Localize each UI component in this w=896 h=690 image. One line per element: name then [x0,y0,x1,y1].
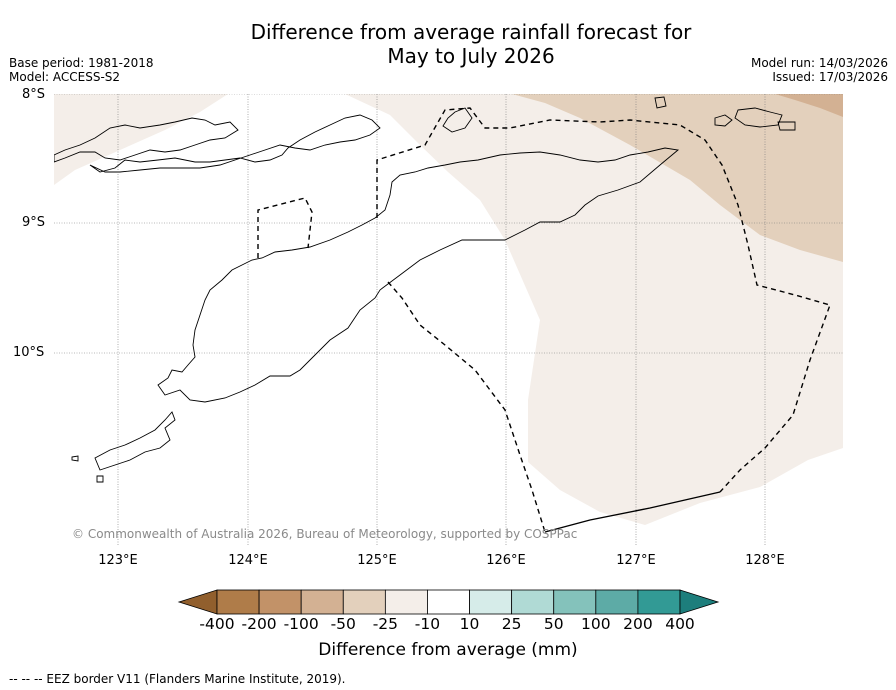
colorbar-title: Difference from average (mm) [318,640,578,660]
colorbar-tick-label: -50 [330,615,356,633]
timor-coastline [157,147,680,403]
meta-left: Base period: 1981-2018 Model: ACCESS-S2 [9,56,154,84]
savu-rote-coastline [94,411,176,471]
small-island-5 [96,475,104,483]
copyright-notice: © Commonwealth of Australia 2026, Bureau… [72,527,578,541]
base-period: Base period: 1981-2018 [9,56,154,70]
eez-border-south [387,281,546,533]
anomaly-region-medium [512,94,843,262]
colorbar-tick-label: 50 [543,615,564,633]
chart-title: Difference from average rainfall forecas… [0,20,896,68]
colorbar-tick-label: 400 [665,615,695,633]
eez-border-timor-leste [376,107,831,493]
wetar-island-coastline [734,107,783,128]
flores-east-coastline [89,114,381,173]
footnote-eez: -- -- -- EEZ border V11 (Flanders Marine… [9,672,346,686]
small-island-2 [714,114,733,127]
anomaly-region-light-nw [54,94,228,185]
anomaly-region-darker [775,94,843,117]
model-name: Model: ACCESS-S2 [9,70,121,84]
issued-date: Issued: 17/03/2026 [772,70,888,84]
title-line-2: May to July 2026 [387,44,555,68]
colorbar-tick-label: -10 [414,615,441,633]
lon-label-128e: 128°E [745,553,785,568]
lon-label-124e: 124°E [228,553,268,568]
lat-label-10s: 10°S [13,345,45,360]
small-island-3 [777,121,796,131]
lon-label-125e: 125°E [357,553,397,568]
meta-right: Model run: 14/03/2026 Issued: 17/03/2026 [751,56,888,84]
title-line-1: Difference from average rainfall forecas… [250,20,692,44]
lon-label-123e: 123°E [98,553,138,568]
lon-label-126e: 126°E [486,553,526,568]
small-island-1 [654,96,667,109]
colorbar-tick-label: -400 [199,615,235,633]
lon-label-127e: 127°E [616,553,656,568]
flores-coastline [54,117,239,163]
eez-borders [257,107,831,533]
colorbar-tick-label: -200 [241,615,277,633]
colorbar-tick-label: 100 [581,615,611,633]
lat-label-8s: 8°S [22,87,46,102]
small-island-4 [71,455,79,462]
lat-label-9s: 9°S [22,215,46,230]
eez-border-oecusse [257,197,313,258]
alor-island-coastline [442,107,473,133]
colorbar-tick-label: 200 [623,615,653,633]
colorbar-tick-label: -25 [372,615,399,633]
eez-border-solid [544,491,721,533]
colorbar-tick-label: 25 [501,615,522,633]
model-run: Model run: 14/03/2026 [750,56,888,70]
colorbar-tick-label: -100 [283,615,319,633]
colorbar-tick-label: 10 [459,615,480,633]
